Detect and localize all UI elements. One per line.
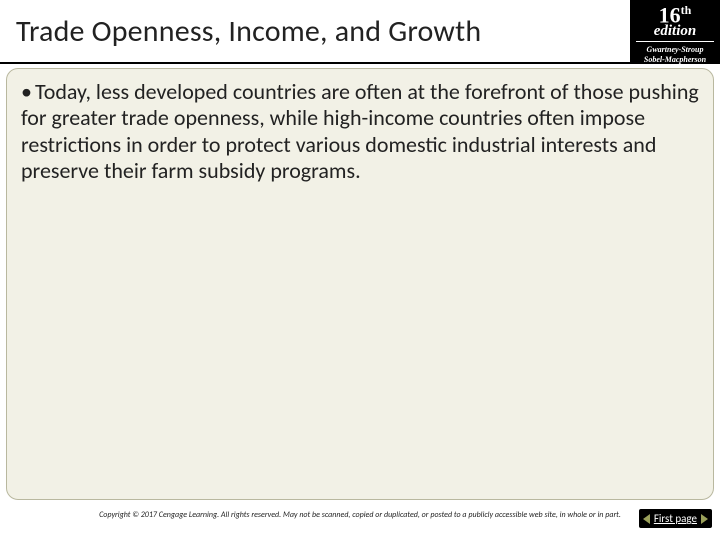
first-page-button[interactable]: First page <box>639 509 712 528</box>
authors-line-2: Sobel-Macpherson <box>634 55 716 65</box>
badge-divider <box>636 41 714 42</box>
arrow-right-icon <box>701 514 708 524</box>
bullet-text: Today, less developed countries are ofte… <box>21 78 699 184</box>
edition-number-suffix: th <box>681 3 692 17</box>
content-panel: •Today, less developed countries are oft… <box>6 68 714 500</box>
edition-label: edition <box>634 24 716 39</box>
header: Trade Openness, Income, and Growth <box>0 0 720 64</box>
bullet-marker: • <box>21 79 35 105</box>
slide-title: Trade Openness, Income, and Growth <box>16 13 481 50</box>
arrow-left-icon <box>643 514 650 524</box>
slide: Trade Openness, Income, and Growth 16th … <box>0 0 720 540</box>
copyright-text: Copyright © 2017 Cengage Learning. All r… <box>0 510 720 520</box>
authors-line-1: Gwartney-Stroup <box>634 45 716 55</box>
bullet-item: •Today, less developed countries are oft… <box>21 79 699 185</box>
edition-badge: 16th edition Gwartney-Stroup Sobel-Macph… <box>630 0 720 62</box>
first-page-label: First page <box>654 512 697 525</box>
